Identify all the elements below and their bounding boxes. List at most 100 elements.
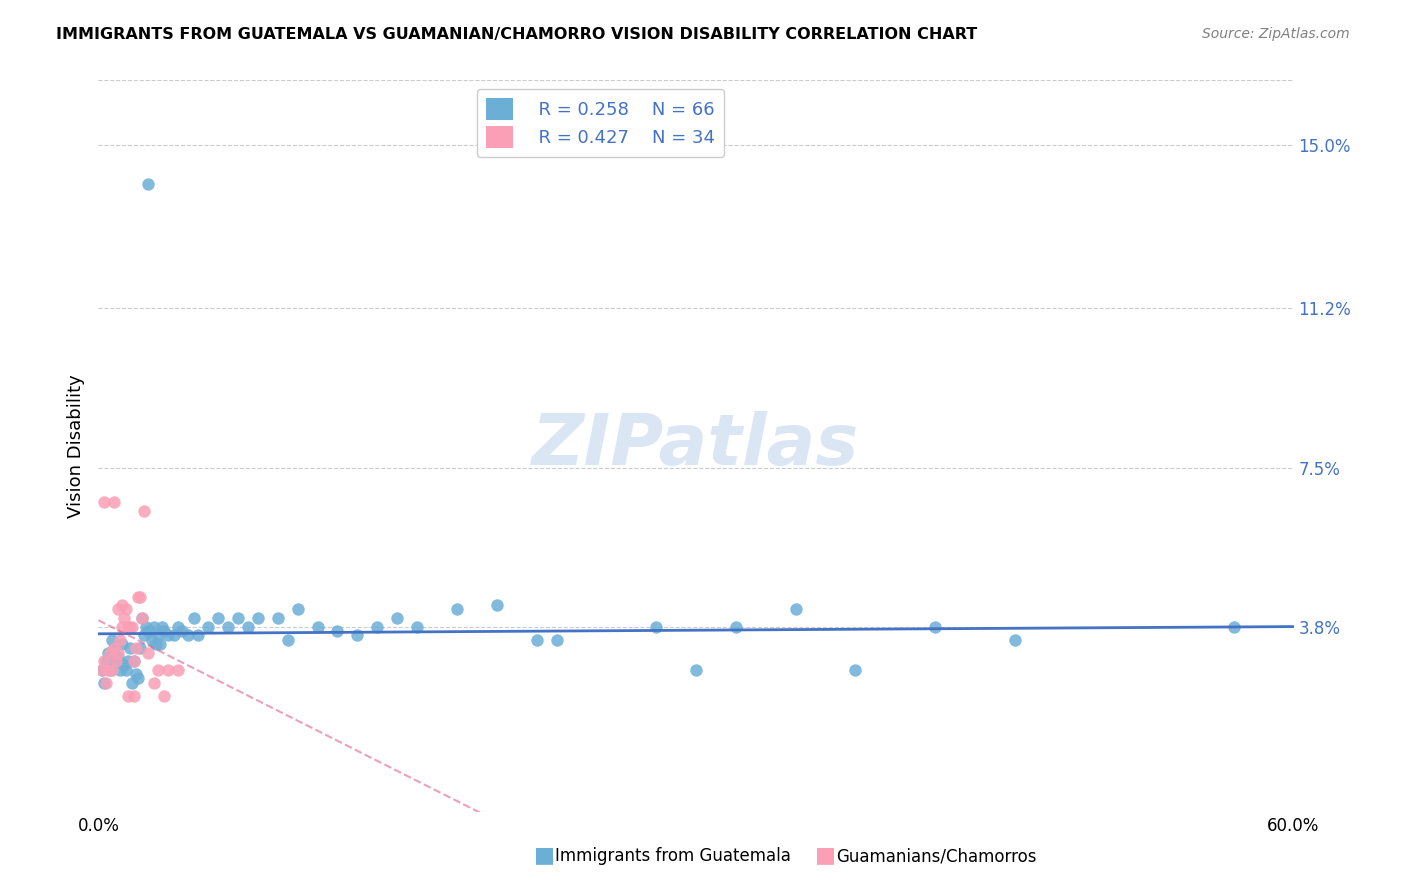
Point	[157, 628, 180, 642]
Point	[110, 632, 132, 647]
Point	[111, 637, 134, 651]
Point	[127, 590, 149, 604]
Legend:   R = 0.258    N = 66,   R = 0.427    N = 34: R = 0.258 N = 66, R = 0.427 N = 34	[477, 89, 724, 157]
Point	[103, 641, 125, 656]
Point	[107, 649, 129, 664]
Point	[143, 675, 166, 690]
Point	[446, 602, 468, 616]
Point	[287, 602, 309, 616]
Point	[120, 641, 142, 656]
Point	[924, 620, 946, 634]
Point	[167, 620, 190, 634]
Point	[111, 598, 134, 612]
Point	[1004, 632, 1026, 647]
Point	[93, 495, 115, 509]
Point	[724, 620, 747, 634]
Point	[112, 658, 135, 673]
Y-axis label: Vision Disability: Vision Disability	[66, 374, 84, 518]
Point	[526, 632, 548, 647]
Point	[277, 632, 299, 647]
Point	[103, 641, 125, 656]
Point	[366, 620, 388, 634]
Point	[157, 663, 180, 677]
Text: ■: ■	[534, 846, 555, 865]
Point	[98, 646, 122, 660]
Point	[153, 689, 176, 703]
Point	[172, 624, 194, 638]
Point	[134, 628, 156, 642]
Point	[107, 602, 129, 616]
Point	[115, 663, 138, 677]
Text: IMMIGRANTS FROM GUATEMALA VS GUAMANIAN/CHAMORRO VISION DISABILITY CORRELATION CH: IMMIGRANTS FROM GUATEMALA VS GUAMANIAN/C…	[56, 27, 977, 42]
Text: Source: ZipAtlas.com: Source: ZipAtlas.com	[1202, 27, 1350, 41]
Point	[97, 663, 120, 677]
Point	[177, 628, 200, 642]
Point	[120, 620, 142, 634]
Point	[97, 646, 120, 660]
Point	[93, 675, 115, 690]
Point	[645, 620, 668, 634]
Point	[148, 628, 170, 642]
Point	[346, 628, 368, 642]
Point	[93, 654, 115, 668]
Point	[136, 624, 159, 638]
Point	[236, 620, 259, 634]
Point	[226, 611, 249, 625]
Point	[246, 611, 269, 625]
Point	[125, 667, 148, 681]
Point	[134, 503, 156, 517]
Point	[217, 620, 239, 634]
Point	[307, 620, 329, 634]
Point	[124, 689, 146, 703]
Point	[163, 628, 186, 642]
Text: ZIPatlas: ZIPatlas	[533, 411, 859, 481]
Point	[127, 671, 149, 685]
Point	[136, 177, 159, 191]
Point	[546, 632, 568, 647]
Point	[385, 611, 409, 625]
Point	[129, 641, 152, 656]
Point	[267, 611, 290, 625]
Point	[131, 611, 153, 625]
Point	[115, 602, 138, 616]
Point	[207, 611, 229, 625]
Point	[685, 663, 707, 677]
Text: ■: ■	[815, 846, 837, 865]
Point	[91, 663, 114, 677]
Point	[406, 620, 429, 634]
Point	[131, 611, 153, 625]
Point	[1223, 620, 1246, 634]
Point	[117, 689, 139, 703]
Point	[125, 641, 148, 656]
Point	[121, 620, 143, 634]
Point	[98, 663, 122, 677]
Point	[105, 654, 128, 668]
Point	[103, 495, 125, 509]
Point	[139, 624, 162, 638]
Point	[91, 663, 114, 677]
Point	[101, 632, 124, 647]
Point	[145, 637, 167, 651]
Point	[197, 620, 219, 634]
Point	[124, 654, 146, 668]
Point	[326, 624, 349, 638]
Point	[111, 620, 134, 634]
Point	[485, 598, 508, 612]
Point	[153, 624, 176, 638]
Point	[187, 628, 209, 642]
Point	[107, 646, 129, 660]
Point	[117, 654, 139, 668]
Point	[101, 663, 124, 677]
Point	[141, 632, 163, 647]
Point	[96, 654, 118, 668]
Point	[121, 675, 143, 690]
Point	[785, 602, 807, 616]
Text: Guamanians/Chamorros: Guamanians/Chamorros	[837, 847, 1038, 865]
Point	[112, 611, 135, 625]
Point	[150, 620, 173, 634]
Point	[105, 654, 128, 668]
Point	[167, 663, 190, 677]
Point	[148, 663, 170, 677]
Point	[149, 637, 172, 651]
Point	[110, 663, 132, 677]
